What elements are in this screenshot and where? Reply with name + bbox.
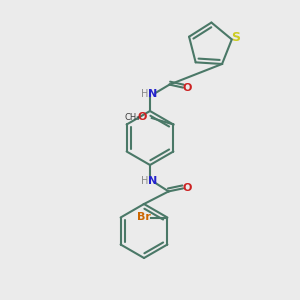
Text: S: S [231,32,240,44]
Text: N: N [148,176,158,187]
Text: N: N [148,89,158,100]
Text: H: H [141,176,148,187]
Text: O: O [183,82,192,93]
Text: O: O [183,183,192,194]
Text: H: H [141,89,148,100]
Text: CH₃: CH₃ [124,112,140,122]
Text: O: O [137,112,147,122]
Text: Br: Br [137,212,151,223]
